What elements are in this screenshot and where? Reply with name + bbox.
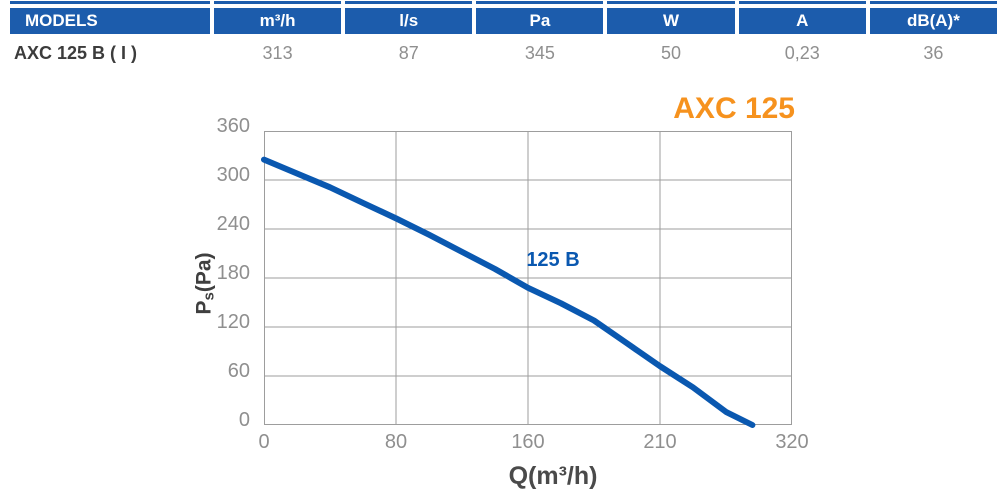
- header-topbar: [214, 1, 342, 4]
- series-label: 125 B: [526, 249, 580, 271]
- header-label-pa: Pa: [476, 8, 604, 34]
- header-label-models: MODELS: [10, 8, 210, 34]
- y-tick-label: 180: [216, 262, 250, 284]
- header-cell-dba: dB(A)*: [869, 1, 997, 34]
- header-cell-pa: Pa: [476, 1, 604, 34]
- header-topbar: [345, 1, 473, 4]
- header-label-a: A: [738, 8, 866, 34]
- header-label-m3h: m³/h: [214, 8, 342, 34]
- x-axis-label: Q(m³/h): [508, 462, 598, 490]
- header-cell-w: W: [607, 1, 735, 34]
- value-pa: 345: [524, 42, 555, 63]
- header-topbar: [607, 1, 735, 4]
- model-name: AXC 125 B ( I ): [14, 42, 138, 63]
- spec-table: MODELS m³/h l/s Pa W: [10, 1, 997, 68]
- header-cell-m3h: m³/h: [214, 1, 342, 34]
- y-tick-label: 0: [238, 409, 250, 431]
- header-topbar: [476, 1, 604, 4]
- table-row: AXC 125 B ( I ) 313 87 345 50 0,23 36: [10, 38, 997, 68]
- value-a: 0,23: [784, 42, 820, 63]
- y-tick-label: 300: [216, 164, 250, 186]
- y-tick-label: 240: [216, 213, 250, 235]
- header-label-w: W: [607, 8, 735, 34]
- y-tick-label: 360: [216, 115, 250, 137]
- x-tick-label: 160: [511, 431, 545, 453]
- x-tick-label: 210: [643, 431, 677, 453]
- y-tick-label: 60: [227, 360, 250, 382]
- plot-area: [261, 131, 792, 428]
- header-topbar: [10, 1, 210, 4]
- value-dba: 36: [923, 42, 944, 63]
- header-topbar: [869, 1, 997, 4]
- x-tick-label: 320: [775, 431, 809, 453]
- header-cell-ls: l/s: [345, 1, 473, 34]
- header-cell-models: MODELS: [10, 1, 210, 34]
- x-tick-label: 80: [384, 431, 408, 453]
- value-m3h: 313: [262, 42, 293, 63]
- value-w: 50: [661, 42, 682, 63]
- header-cell-a: A: [738, 1, 866, 34]
- table-header-row: MODELS m³/h l/s Pa W: [10, 1, 997, 34]
- header-topbar: [738, 1, 866, 4]
- value-ls: 87: [398, 42, 419, 63]
- header-label-ls: l/s: [345, 8, 473, 34]
- x-tick-label: 0: [258, 431, 270, 453]
- y-tick-label: 120: [216, 311, 250, 333]
- chart-title: AXC 125: [673, 92, 795, 125]
- header-label-dba: dB(A)*: [869, 8, 997, 34]
